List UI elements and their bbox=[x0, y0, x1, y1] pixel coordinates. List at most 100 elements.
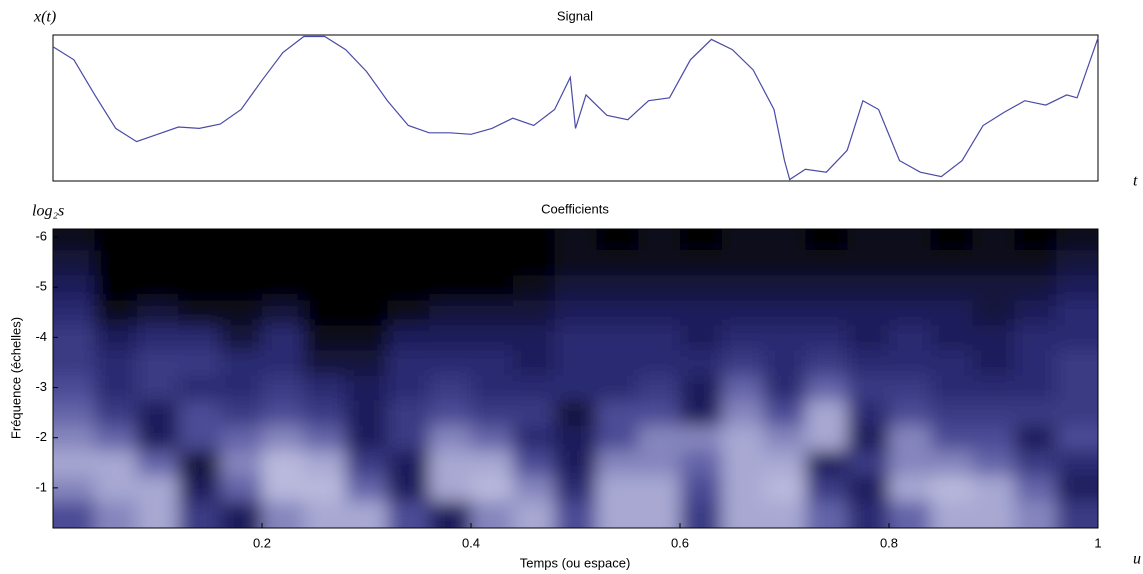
heat-cell bbox=[1056, 425, 1098, 451]
heat-cell bbox=[930, 324, 974, 351]
heat-cell bbox=[930, 299, 974, 326]
heat-cell bbox=[220, 229, 263, 251]
heat-cell bbox=[596, 249, 639, 276]
heat-cell bbox=[136, 249, 179, 276]
heat-cell bbox=[53, 274, 96, 301]
heat-cell bbox=[1014, 400, 1057, 426]
heat-cell bbox=[178, 349, 221, 376]
heat-cell bbox=[220, 425, 263, 451]
heat-cell bbox=[721, 249, 765, 276]
heat-cell bbox=[889, 425, 932, 451]
heat-cell bbox=[805, 299, 848, 326]
heat-cell bbox=[638, 500, 681, 528]
heat-cell bbox=[136, 450, 179, 476]
heat-cell bbox=[94, 450, 138, 476]
heat-cell bbox=[638, 450, 681, 476]
heat-cell bbox=[53, 475, 96, 501]
heat-cell bbox=[471, 299, 514, 326]
heat-cell bbox=[847, 425, 890, 451]
heat-cell bbox=[721, 274, 765, 301]
heat-cell bbox=[1056, 450, 1098, 476]
heat-cell bbox=[345, 229, 388, 251]
heat-cell bbox=[596, 400, 639, 426]
heat-cell bbox=[262, 425, 305, 451]
heat-cell bbox=[930, 400, 974, 426]
heat-cell bbox=[303, 374, 347, 401]
x-axis-label: Temps (ou espace) bbox=[520, 555, 631, 570]
heat-cell bbox=[805, 500, 848, 528]
heat-cell bbox=[303, 349, 347, 376]
heat-cell bbox=[972, 324, 1015, 351]
chart-title: Coefficients bbox=[541, 201, 609, 216]
heat-cell bbox=[53, 374, 96, 401]
heat-cell bbox=[847, 400, 890, 426]
heat-cell bbox=[680, 299, 723, 326]
heat-cell bbox=[721, 229, 765, 251]
heat-cell bbox=[680, 475, 723, 501]
heat-cell bbox=[972, 374, 1015, 401]
heat-cell bbox=[94, 249, 138, 276]
heat-cell bbox=[94, 274, 138, 301]
heat-cell bbox=[220, 299, 263, 326]
heat-cell bbox=[220, 374, 263, 401]
heat-cell bbox=[220, 475, 263, 501]
heat-cell bbox=[554, 374, 597, 401]
heat-cell bbox=[136, 324, 179, 351]
heat-cell bbox=[387, 475, 430, 501]
heat-cell bbox=[1014, 299, 1057, 326]
heat-cell bbox=[471, 450, 514, 476]
heat-cell bbox=[471, 425, 514, 451]
heat-cell bbox=[387, 349, 430, 376]
heat-cell bbox=[930, 274, 974, 301]
heat-cell bbox=[512, 229, 556, 251]
heat-cell bbox=[889, 400, 932, 426]
heat-cell bbox=[387, 500, 430, 528]
heat-cell bbox=[136, 229, 179, 251]
heat-cell bbox=[512, 299, 556, 326]
heat-cell bbox=[805, 475, 848, 501]
heat-cell bbox=[889, 229, 932, 251]
heat-cell bbox=[680, 324, 723, 351]
heat-cell bbox=[1056, 475, 1098, 501]
heat-cell bbox=[596, 349, 639, 376]
heat-cell bbox=[136, 374, 179, 401]
heat-cell bbox=[136, 425, 179, 451]
heat-cell bbox=[512, 425, 556, 451]
heat-cell bbox=[930, 229, 974, 251]
heat-cell bbox=[178, 274, 221, 301]
heat-cell bbox=[429, 500, 472, 528]
heat-cell bbox=[178, 249, 221, 276]
heat-cell bbox=[94, 324, 138, 351]
plot-frame bbox=[52, 34, 1099, 182]
heat-cell bbox=[345, 249, 388, 276]
heat-cell bbox=[262, 299, 305, 326]
y-tick-label: -4 bbox=[35, 329, 47, 344]
heat-cell bbox=[1014, 249, 1057, 276]
heat-cell bbox=[638, 425, 681, 451]
heat-cell bbox=[1014, 349, 1057, 376]
heat-cell bbox=[596, 500, 639, 528]
heatmap-cells bbox=[53, 229, 1098, 528]
heat-cell bbox=[512, 374, 556, 401]
heat-cell bbox=[889, 475, 932, 501]
heat-cell bbox=[972, 349, 1015, 376]
heat-cell bbox=[680, 249, 723, 276]
heat-cell bbox=[94, 374, 138, 401]
heat-cell bbox=[554, 425, 597, 451]
heat-cell bbox=[889, 500, 932, 528]
heat-cell bbox=[930, 374, 974, 401]
heat-cell bbox=[763, 500, 806, 528]
heat-cell bbox=[429, 274, 472, 301]
heat-cell bbox=[303, 229, 347, 251]
heat-cell bbox=[94, 425, 138, 451]
heat-cell bbox=[554, 274, 597, 301]
heat-cell bbox=[53, 229, 96, 251]
heat-cell bbox=[596, 475, 639, 501]
chart-title: Signal bbox=[557, 8, 593, 23]
heat-cell bbox=[471, 324, 514, 351]
heat-cell bbox=[1014, 475, 1057, 501]
y-tick-label: -5 bbox=[35, 279, 47, 294]
heat-cell bbox=[889, 450, 932, 476]
heat-cell bbox=[303, 500, 347, 528]
